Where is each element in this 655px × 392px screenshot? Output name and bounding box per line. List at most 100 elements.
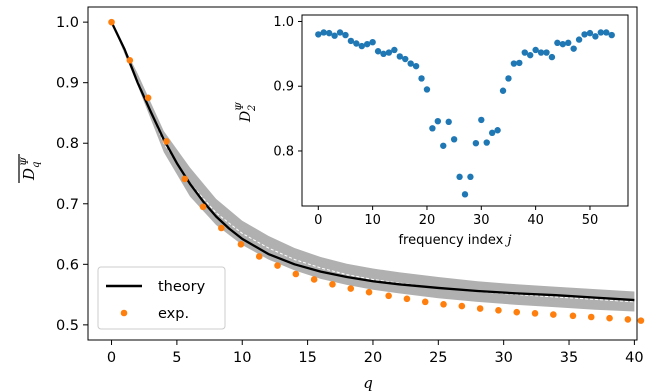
y-label-superscript: Ψ <box>20 156 31 166</box>
inset-point <box>499 87 507 94</box>
exp-point <box>347 285 355 292</box>
inset-point <box>396 53 403 60</box>
main-x-axis-label: q <box>363 374 373 392</box>
exp-point <box>292 270 300 278</box>
exp-point <box>458 302 466 310</box>
inset-point <box>402 55 409 63</box>
exp-point <box>237 241 245 248</box>
inset-point <box>559 40 566 48</box>
inset-point <box>429 125 436 132</box>
inset-point <box>592 33 599 40</box>
main-y-axis-label: D q Ψ <box>18 154 42 183</box>
inset-point <box>385 49 393 56</box>
exp-point <box>255 253 263 260</box>
inset-point <box>608 31 615 39</box>
inset-point <box>456 173 463 181</box>
exp-point <box>385 292 392 300</box>
y-label-subscript: q <box>31 162 42 168</box>
inset-x-tick-label: 50 <box>582 213 599 228</box>
inset-points <box>315 29 615 198</box>
inset-point <box>488 129 496 137</box>
theory-line <box>110 21 635 302</box>
exp-point <box>440 300 447 308</box>
main-x-ticks: 0 5 10 15 20 25 30 35 40 <box>107 340 644 366</box>
exp-point <box>531 310 539 317</box>
y-tick-label: 0.8 <box>56 136 79 152</box>
exp-point <box>163 138 170 145</box>
x-tick-label: 35 <box>560 350 578 366</box>
inset-x-tick-label: 40 <box>527 213 544 228</box>
exp-point <box>550 311 557 318</box>
svg-text:D: D <box>20 168 38 181</box>
inset-point <box>521 49 528 56</box>
exp-point <box>310 276 318 283</box>
inset-point <box>347 37 355 45</box>
exp-point <box>181 175 189 183</box>
inset-y-label-superscript: Ψ <box>235 101 246 111</box>
inset-point <box>423 86 431 93</box>
exp-point <box>403 295 411 303</box>
inset-y-label-subscript: 2 <box>247 105 258 112</box>
inset-point <box>543 49 550 56</box>
inset-point <box>461 191 469 198</box>
legend: theory exp. <box>97 266 226 330</box>
inset-x-tick-label: 30 <box>473 213 490 228</box>
exp-point <box>421 298 429 306</box>
inset-point <box>325 29 333 37</box>
x-tick-label: 15 <box>298 350 316 366</box>
inset-point <box>418 75 425 82</box>
exp-point <box>199 203 207 211</box>
inset-point <box>374 48 382 55</box>
inset-x-ticks: 0 10 20 30 40 50 <box>314 206 598 228</box>
inset-point <box>527 51 534 59</box>
inset-y-tick-label: 0.8 <box>273 144 294 159</box>
inset-point <box>510 60 518 67</box>
x-tick-label: 20 <box>364 350 382 366</box>
exp-point <box>476 305 484 312</box>
inset-point <box>353 40 360 47</box>
x-tick-label: 25 <box>429 350 447 366</box>
main-y-ticks: 0.5 0.6 0.7 0.8 0.9 1.0 <box>56 15 88 334</box>
inset-point <box>445 118 452 126</box>
inset-point <box>575 36 583 43</box>
inset-point <box>581 31 588 38</box>
y-tick-label: 0.7 <box>56 197 79 213</box>
inset-point <box>597 29 605 36</box>
x-tick-label: 5 <box>172 350 181 366</box>
x-tick-label: 40 <box>625 350 643 366</box>
inset-point <box>570 45 577 52</box>
exp-point <box>274 262 281 269</box>
inset-point <box>440 142 447 149</box>
inset-x-tick-label: 0 <box>314 213 322 228</box>
exp-point <box>569 312 577 320</box>
inset-point <box>472 140 480 147</box>
legend-exp-label: exp. <box>158 306 189 322</box>
inset-point <box>532 46 539 54</box>
svg-text:D: D <box>238 111 254 123</box>
main-plot: 0 5 10 15 20 25 30 35 40 0.50.60.70.80.91.0 q D … <box>18 6 645 392</box>
exp-point <box>513 308 521 316</box>
exp-point <box>126 56 134 64</box>
inset-plot-frame <box>301 14 629 207</box>
inset-point <box>554 39 561 47</box>
theory-curve <box>110 21 635 302</box>
exp-point <box>587 313 595 321</box>
inset-point <box>505 75 512 82</box>
inset-point <box>478 116 485 124</box>
inset-point <box>494 127 501 134</box>
inset-point <box>331 32 338 39</box>
inset-y-tick-label: 0.9 <box>273 80 294 95</box>
exp-point <box>365 288 373 296</box>
inset-point <box>450 136 458 143</box>
inset-point <box>586 29 594 37</box>
y-tick-label: 1.0 <box>56 15 79 31</box>
inset-point <box>320 29 327 36</box>
legend-box <box>97 266 226 330</box>
inset-y-tick-label: 1.0 <box>273 15 294 30</box>
exp-point <box>637 317 645 324</box>
inset-point <box>467 173 474 181</box>
inset-x-axis-label: frequency index j <box>398 233 511 248</box>
y-tick-label: 0.5 <box>56 318 79 334</box>
inset-point <box>358 42 365 50</box>
